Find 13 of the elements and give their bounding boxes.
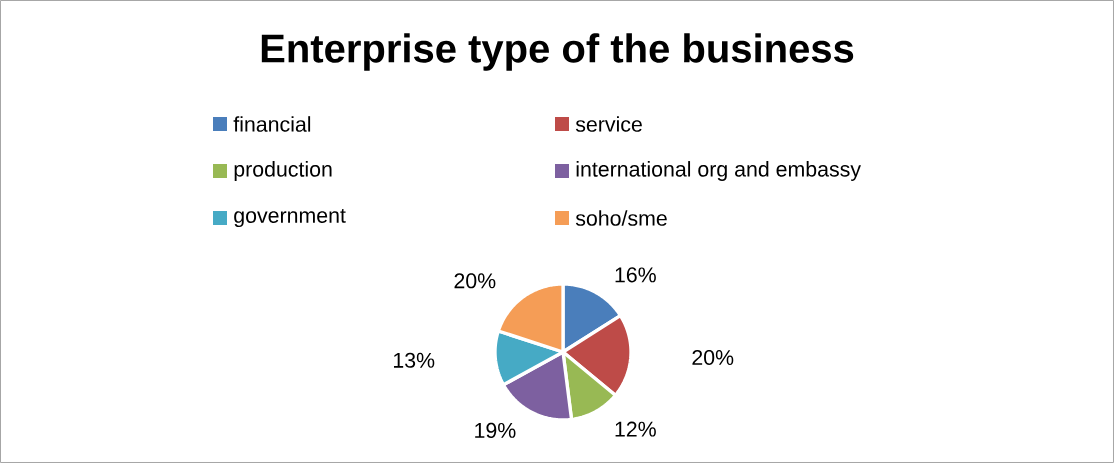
data-label: 12% [615, 421, 656, 437]
data-label: 13% [393, 352, 435, 368]
legend-label: government [234, 208, 346, 228]
legend-label: international org and embassy [576, 161, 861, 181]
chart-title: Enterprise type of the business [261, 33, 854, 71]
data-label: 20% [454, 273, 496, 289]
data-label: 20% [692, 349, 734, 366]
data-label: 19% [475, 422, 516, 438]
legend-label: service [575, 116, 642, 132]
legend-label: production [234, 161, 332, 181]
legend-label: soho/sme [575, 210, 667, 226]
legend-label: financial [233, 116, 311, 132]
data-label: 16% [615, 267, 656, 283]
